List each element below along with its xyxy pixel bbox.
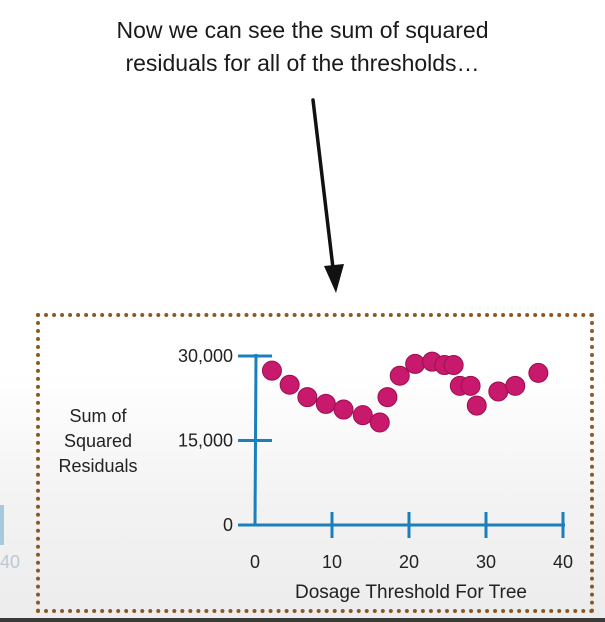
x-tick-label: 20: [399, 552, 419, 572]
data-point: [261, 360, 282, 381]
data-point: [505, 375, 526, 396]
data-point: [443, 355, 464, 376]
y-tick-label: 15,000: [178, 431, 233, 451]
x-tick-label: 30: [476, 552, 496, 572]
y-tick-label: 0: [223, 515, 233, 535]
data-point: [352, 405, 373, 426]
edge-label: 40: [0, 552, 21, 572]
data-point: [377, 387, 398, 408]
y-axis-label-line-3: Residuals: [58, 456, 138, 476]
data-point: [466, 395, 487, 416]
y-axis-label-line-2: Squared: [63, 431, 133, 451]
caption-line-1: Now we can see the sum of squared: [116, 17, 489, 43]
data-point: [279, 374, 300, 395]
x-axis-label: Dosage Threshold For Tree: [295, 582, 527, 603]
data-point: [528, 362, 549, 383]
x-tick-label: 0: [250, 552, 260, 572]
y-axis-label: Sum of Squared Residuals: [46, 404, 150, 479]
data-point: [488, 381, 509, 402]
bottom-bar: [0, 618, 605, 622]
data-point: [315, 393, 336, 414]
y-axis-label-line-1: Sum of: [69, 406, 127, 426]
caption: Now we can see the sum of squared residu…: [0, 14, 605, 80]
x-tick-label: 10: [322, 552, 342, 572]
data-point: [405, 353, 426, 374]
data-point: [369, 412, 390, 433]
edge-tick: [0, 505, 4, 545]
chart-frame: [36, 313, 594, 613]
down-arrow-icon: [311, 98, 344, 293]
data-point: [333, 399, 354, 420]
x-tick-label: 40: [553, 552, 573, 572]
data-point: [460, 375, 481, 396]
data-point: [389, 365, 410, 386]
y-tick-label: 30,000: [178, 346, 233, 366]
data-point: [297, 387, 318, 408]
caption-line-2: residuals for all of the thresholds…: [125, 50, 480, 76]
